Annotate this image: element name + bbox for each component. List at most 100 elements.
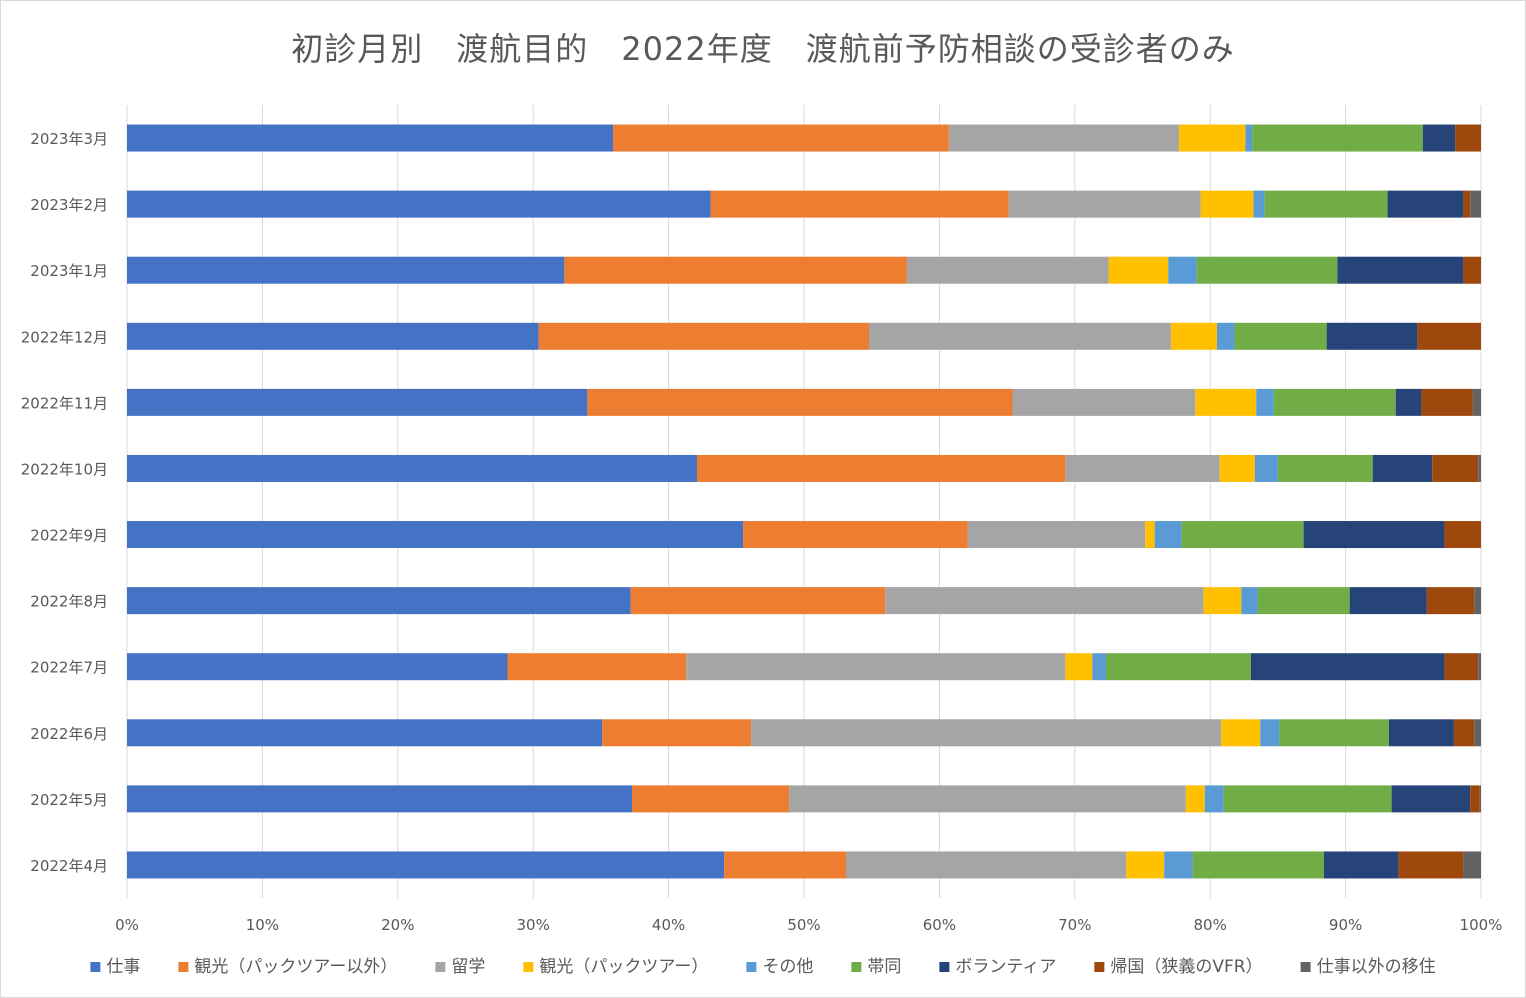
bar-segment xyxy=(127,256,565,284)
x-axis-labels: 0% 10% 20% 30% 40% 50% 60% 70% 80% 90% 100% xyxy=(115,916,1502,934)
bar-segment xyxy=(1216,322,1235,350)
bar-segment xyxy=(1474,719,1481,747)
bar-segment xyxy=(1145,521,1155,549)
legend-item: 仕事以外の移住 xyxy=(1300,957,1436,977)
bar-segment xyxy=(724,851,846,879)
bar-segment xyxy=(967,521,1146,549)
bar-segment xyxy=(1472,388,1481,416)
bar-segment xyxy=(1337,256,1464,284)
bar-segment xyxy=(1421,388,1473,416)
bar-segment xyxy=(1323,851,1399,879)
bar-segment xyxy=(1470,785,1480,813)
y-axis-labels: 2023年3月 2023年2月 2023年1月 2022年12月 2022年11月 202… xyxy=(21,130,108,875)
x-tick-label: 0% xyxy=(115,916,139,934)
bar-segment xyxy=(1398,851,1464,879)
bar-segment xyxy=(1154,521,1182,549)
y-tick-label: 2022年10月 xyxy=(21,460,108,478)
legend-item: 帯同 xyxy=(851,957,901,977)
legend-item: 観光（パックツアー） xyxy=(523,957,708,977)
bar-segment xyxy=(1277,454,1373,482)
bar-segment xyxy=(885,587,1204,615)
bar-segment xyxy=(1256,388,1274,416)
bar-segment xyxy=(1008,190,1201,218)
legend-label: ボランティア xyxy=(955,957,1056,977)
bar-segment xyxy=(127,785,633,813)
bar-segment xyxy=(1223,785,1392,813)
legend-swatch xyxy=(939,962,950,972)
bar-segment xyxy=(1204,785,1224,813)
bar-segment xyxy=(686,653,1066,681)
bar-segment xyxy=(1372,454,1433,482)
legend-swatch xyxy=(90,962,101,972)
legend-label: その他 xyxy=(762,957,813,977)
bar-segment xyxy=(1479,785,1481,813)
bar-segment xyxy=(1200,190,1254,218)
x-tick-label: 40% xyxy=(652,916,685,934)
bar-segment xyxy=(845,851,1127,879)
bar-segment xyxy=(1432,454,1479,482)
bar-segment xyxy=(1012,388,1196,416)
bar-segment xyxy=(1241,587,1258,615)
bar-segment xyxy=(1279,719,1389,747)
legend-swatch xyxy=(523,962,534,972)
bar-segment xyxy=(1474,587,1481,615)
legend-swatch xyxy=(178,962,189,972)
bar-segment xyxy=(1426,587,1475,615)
x-tick-label: 30% xyxy=(517,916,550,934)
legend-label: 仕事以外の移住 xyxy=(1317,957,1436,977)
bar-stack-area xyxy=(127,124,1481,879)
bar-segment xyxy=(127,653,508,681)
y-tick-label: 2023年1月 xyxy=(30,262,108,280)
bar-segment xyxy=(1254,454,1278,482)
bar-segment xyxy=(1455,124,1481,152)
bar-segment xyxy=(1126,851,1165,879)
bar-segment xyxy=(1387,190,1464,218)
bar-segment xyxy=(127,388,588,416)
gridlines xyxy=(126,105,1482,898)
bar-segment xyxy=(1470,190,1481,218)
bar-segment xyxy=(127,454,698,482)
bar-segment xyxy=(1105,653,1251,681)
y-tick-label: 2022年6月 xyxy=(30,725,108,743)
bar-segment xyxy=(564,256,907,284)
y-tick-label: 2022年12月 xyxy=(21,328,108,346)
bar-segment xyxy=(1179,124,1246,152)
bar-segment xyxy=(1164,851,1193,879)
x-tick-label: 100% xyxy=(1460,916,1503,934)
bar-segment xyxy=(1388,719,1454,747)
bar-segment xyxy=(127,124,614,152)
bar-segment xyxy=(127,851,725,879)
bar-segment xyxy=(1168,256,1197,284)
bar-segment xyxy=(127,719,603,747)
y-tick-label: 2022年8月 xyxy=(30,593,108,611)
bar-segment xyxy=(1219,454,1255,482)
bar-segment xyxy=(127,190,711,218)
bar-segment xyxy=(948,124,1180,152)
bar-segment xyxy=(1203,587,1242,615)
legend-swatch xyxy=(1300,962,1311,972)
x-tick-label: 70% xyxy=(1058,916,1091,934)
bar-segment xyxy=(127,521,744,549)
x-tick-label: 50% xyxy=(787,916,820,934)
bar-segment xyxy=(1234,322,1327,350)
legend-label: 仕事 xyxy=(106,957,140,977)
bar-segment xyxy=(1196,256,1338,284)
legend-item: 仕事 xyxy=(90,957,140,977)
bar-segment xyxy=(1463,256,1481,284)
y-tick-label: 2022年9月 xyxy=(30,527,108,545)
bar-segment xyxy=(1108,256,1169,284)
bar-segment xyxy=(1463,190,1471,218)
bar-segment xyxy=(1303,521,1445,549)
x-tick-label: 90% xyxy=(1329,916,1362,934)
bar-segment xyxy=(751,719,1222,747)
legend-swatch xyxy=(746,962,757,972)
bar-segment xyxy=(1260,719,1280,747)
bar-segment xyxy=(1417,322,1481,350)
legend-item: 帰国（狭義のVFR） xyxy=(1094,957,1263,977)
bar-segment xyxy=(906,256,1109,284)
legend-label: 留学 xyxy=(451,957,485,977)
bar-segment xyxy=(697,454,1066,482)
y-tick-label: 2022年5月 xyxy=(30,791,108,809)
bar-segment xyxy=(1349,587,1427,615)
bar-segment xyxy=(1092,653,1106,681)
